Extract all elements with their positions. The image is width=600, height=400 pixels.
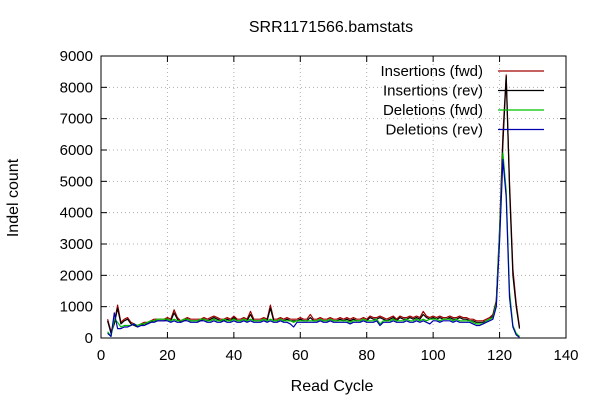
series-line-deletions-rev (107, 158, 520, 338)
y-tick-label: 6000 (60, 142, 93, 159)
legend-label: Deletions (rev) (385, 122, 483, 139)
y-tick-label: 0 (85, 330, 93, 347)
x-tick-label: 40 (226, 347, 243, 364)
x-tick-label: 60 (292, 347, 309, 364)
chart-title: SRR1171566.bamstats (249, 19, 413, 36)
plot-frame (100, 55, 567, 339)
y-tick-label: 9000 (60, 48, 93, 65)
series-line-insertions-fwd (107, 74, 521, 333)
x-tick-label: 120 (487, 347, 512, 364)
x-tick-label: 20 (159, 347, 176, 364)
y-axis-title: Indel count (5, 158, 22, 237)
x-tick-label: 140 (553, 347, 578, 364)
y-tick-label: 8000 (60, 79, 93, 96)
grid-layer (101, 56, 566, 338)
y-tick-label: 1000 (60, 299, 93, 316)
x-tick-label: 0 (97, 347, 105, 364)
legend-label: Insertions (rev) (383, 83, 483, 100)
y-tick-label: 2000 (60, 267, 93, 284)
tick-layer: 0 1000 2000 3000 4000 5000 6000 7000 8000 9000 0 20… (60, 48, 579, 364)
x-tick-label: 80 (358, 347, 375, 364)
series-line-deletions-fwd (107, 152, 520, 337)
y-tick-label: 7000 (60, 111, 93, 128)
legend-label: Insertions (fwd) (380, 63, 483, 80)
y-tick-label: 3000 (60, 236, 93, 253)
legend-label: Deletions (fwd) (383, 102, 483, 119)
legend: Insertions (fwd) Insertions (rev) Deletion… (380, 63, 544, 139)
y-tick-label: 4000 (60, 205, 93, 222)
x-axis-title: Read Cycle (291, 378, 374, 395)
series-layer (107, 74, 521, 338)
x-tick-label: 100 (421, 347, 446, 364)
y-tick-label: 5000 (60, 173, 93, 190)
